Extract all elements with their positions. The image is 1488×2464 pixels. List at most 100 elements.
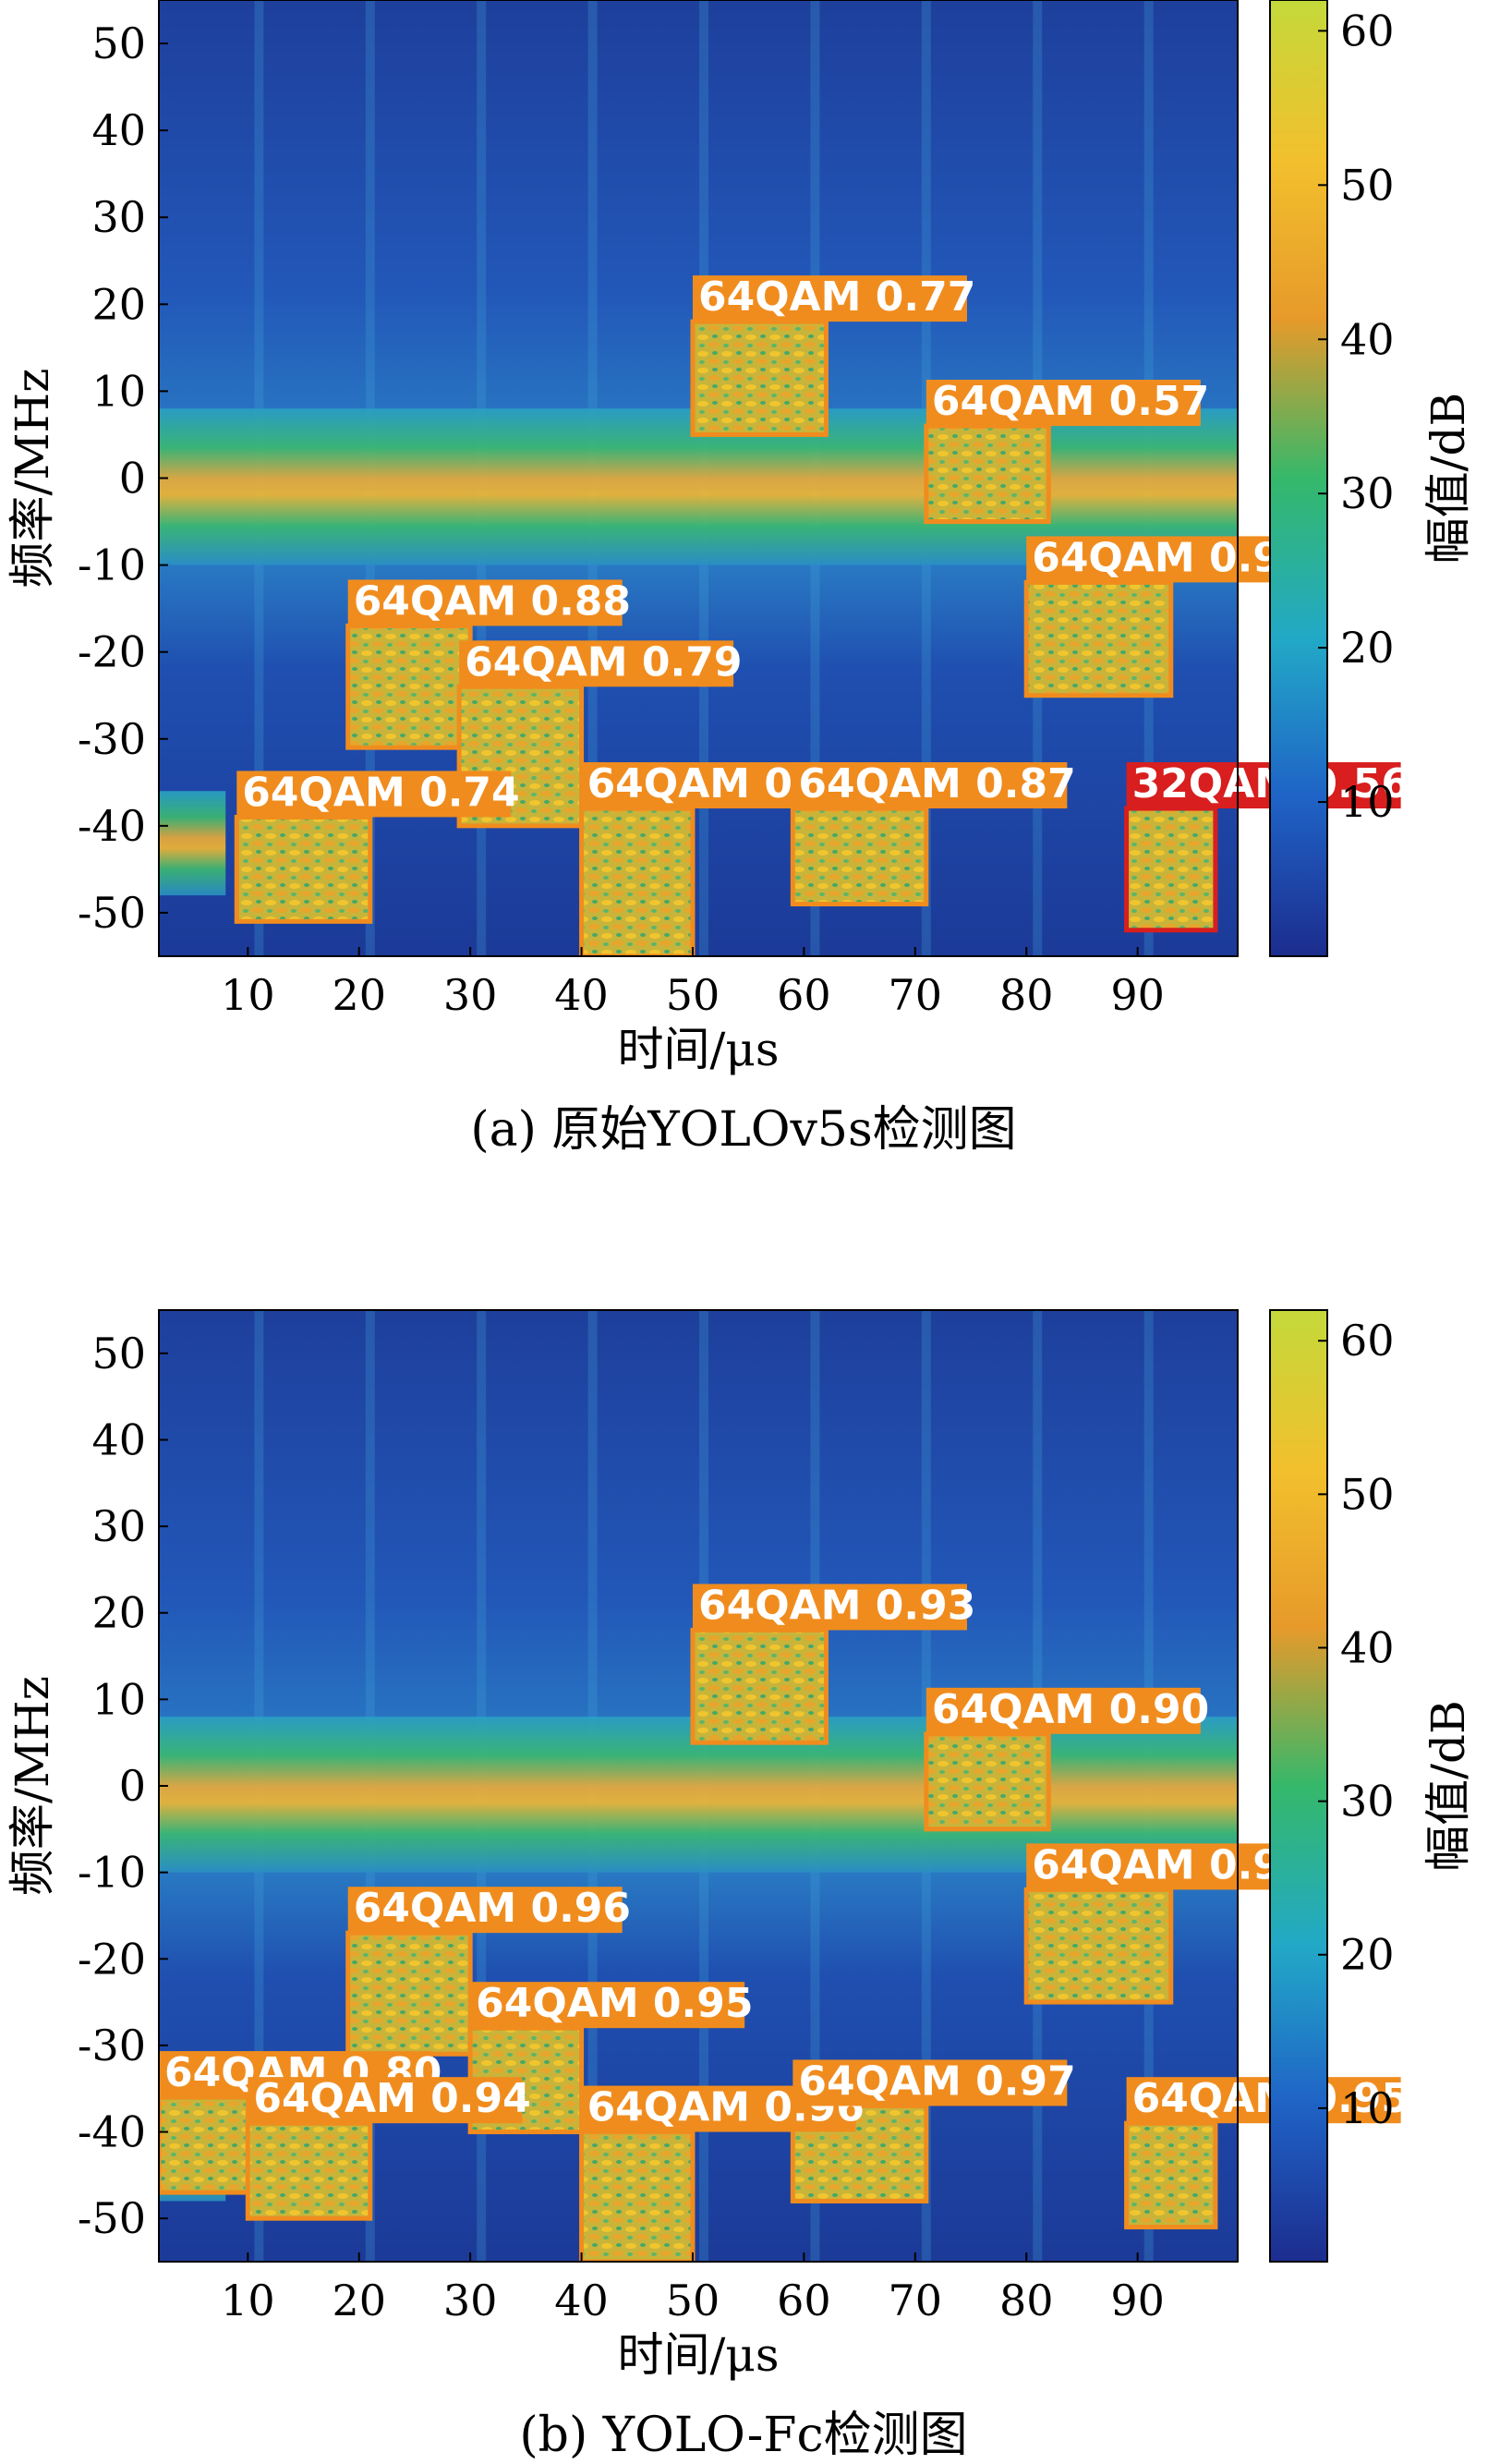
y-tick-label: 20 bbox=[91, 279, 146, 329]
colorbar-tick-label: 20 bbox=[1340, 623, 1395, 673]
detection-label: 64QAM 0.57 bbox=[932, 378, 1209, 425]
detected-signal bbox=[692, 322, 827, 435]
panel-b: 64QAM 0.93 64QAM 0.90 64QAM 0.96 64QAM 0.96… bbox=[6, 1309, 1475, 2463]
y-tick-label: -20 bbox=[78, 627, 146, 677]
detection-label: 64QAM 0.88 bbox=[354, 577, 631, 625]
detected-signal bbox=[925, 426, 1049, 522]
x-tick-label: 40 bbox=[554, 970, 609, 1020]
detection-label: 64QAM 0.90 bbox=[1032, 534, 1309, 581]
y-tick-label: 30 bbox=[91, 192, 146, 242]
detection-label-bg bbox=[459, 640, 734, 687]
detection-label-bg bbox=[1126, 2077, 1401, 2124]
panel-caption: (a) 原始YOLOv5s检测图 bbox=[470, 1102, 1016, 1158]
colorbar-tick-label: 10 bbox=[1340, 777, 1395, 827]
x-tick-label: 50 bbox=[666, 2276, 720, 2325]
x-tick-label: 90 bbox=[1110, 2276, 1165, 2325]
y-tick-label: 40 bbox=[91, 1414, 146, 1464]
x-axis-label: 时间/μs bbox=[618, 2328, 780, 2382]
detection-label-bg bbox=[470, 1982, 745, 2029]
y-tick-label: 40 bbox=[91, 105, 146, 155]
detected-signal bbox=[347, 625, 471, 748]
colorbar-tick-label: 40 bbox=[1340, 1622, 1395, 1672]
detection-box bbox=[690, 1627, 829, 1745]
detected-signal bbox=[1126, 808, 1216, 930]
detection-label-bg bbox=[792, 2059, 1068, 2106]
x-tick-label: 10 bbox=[221, 2276, 275, 2325]
colorbar bbox=[1269, 1309, 1328, 2263]
x-tick-label: 20 bbox=[332, 2276, 386, 2325]
y-tick-label: -30 bbox=[78, 2021, 146, 2070]
colorbar-tick-label: 30 bbox=[1340, 468, 1395, 518]
colorbar-tick-label: 50 bbox=[1340, 160, 1395, 210]
y-tick-label: -10 bbox=[78, 1848, 146, 1898]
colorbar bbox=[1269, 0, 1328, 957]
y-tick-label: 0 bbox=[119, 1761, 146, 1811]
detected-signal bbox=[1026, 1889, 1171, 2003]
detection-box bbox=[790, 2103, 929, 2203]
colorbar-tick-label: 60 bbox=[1340, 6, 1395, 55]
y-tick-label: -20 bbox=[78, 1934, 146, 1984]
detection-label: 64QAM 0.94 bbox=[253, 2075, 530, 2122]
y-tick-label: -10 bbox=[78, 540, 146, 590]
detection-label: 64QAM 0.79 bbox=[465, 638, 742, 686]
y-tick-label: 10 bbox=[91, 1674, 146, 1724]
y-tick-label: 30 bbox=[91, 1501, 146, 1551]
detection-label: 64QAM 0.96 bbox=[1032, 1841, 1309, 1888]
detected-signal bbox=[1026, 582, 1171, 696]
detected-signal bbox=[1126, 2123, 1216, 2227]
detected-signal bbox=[925, 1733, 1049, 1829]
detection-label: 64QAM 0.96 bbox=[354, 1885, 631, 1932]
detection-box bbox=[1124, 2120, 1218, 2230]
detection-labels: 64QAM 0.93 64QAM 0.90 64QAM 0.96 64QAM 0.96… bbox=[159, 1582, 1409, 2132]
detection-label: 64QAM 0.87 bbox=[798, 760, 1075, 807]
detected-signal bbox=[581, 2131, 693, 2262]
detection-label-bg bbox=[1026, 536, 1301, 583]
x-tick-label: 40 bbox=[554, 2276, 609, 2325]
x-tick-label: 60 bbox=[777, 970, 831, 1020]
signal-band bbox=[159, 791, 226, 896]
y-tick-label: -30 bbox=[78, 714, 146, 764]
x-tick-label: 20 bbox=[332, 970, 386, 1020]
colorbar-label: 幅值/dB bbox=[1421, 1700, 1475, 1872]
y-axis-label: 频率/MHz bbox=[6, 369, 59, 589]
colorbar-label: 幅值/dB bbox=[1421, 393, 1475, 564]
y-tick-label: 10 bbox=[91, 366, 146, 416]
x-tick-label: 90 bbox=[1110, 970, 1165, 1020]
x-tick-label: 70 bbox=[889, 2276, 943, 2325]
detection-label-bg bbox=[925, 380, 1201, 427]
x-tick-label: 70 bbox=[889, 970, 943, 1020]
detection-label: 64QAM 0.77 bbox=[698, 273, 975, 321]
y-tick-label: -50 bbox=[78, 2193, 146, 2243]
colorbar-tick-label: 30 bbox=[1340, 1777, 1395, 1827]
detection-label-bg bbox=[692, 275, 967, 322]
detection-label: 64QAM 0.95 bbox=[476, 1980, 753, 2027]
detection-label-bg bbox=[1026, 1843, 1301, 1890]
detected-signal bbox=[236, 817, 370, 922]
y-axis-label: 频率/MHz bbox=[6, 1676, 59, 1896]
detection-label: 64QAM 0.93 bbox=[698, 1582, 975, 1629]
x-tick-label: 80 bbox=[999, 970, 1054, 1020]
detection-label-bg bbox=[248, 2077, 523, 2124]
colorbar-tick-label: 60 bbox=[1340, 1316, 1395, 1366]
x-tick-label: 10 bbox=[221, 970, 275, 1020]
detection-label: 64QAM 0.74 bbox=[242, 769, 519, 816]
colorbar-tick-label: 20 bbox=[1340, 1930, 1395, 1980]
y-tick-label: -50 bbox=[78, 888, 146, 938]
panel-a: 64QAM 0.77 64QAM 0.57 64QAM 0.90 64QAM 0.88… bbox=[6, 0, 1475, 1158]
detected-signal bbox=[692, 1630, 827, 1743]
y-tick-label: 0 bbox=[119, 454, 146, 504]
detection-label-bg bbox=[347, 1887, 623, 1934]
detection-label: 64QAM 0.97 bbox=[798, 2057, 1075, 2105]
y-tick-label: 50 bbox=[91, 18, 146, 68]
detection-box bbox=[245, 2120, 373, 2221]
detection-label-bg bbox=[925, 1687, 1201, 1734]
detected-signal bbox=[159, 2097, 248, 2193]
x-tick-label: 50 bbox=[666, 970, 720, 1020]
y-tick-label: -40 bbox=[78, 801, 146, 851]
colorbar-tick-label: 10 bbox=[1340, 2083, 1395, 2133]
panel-caption: (b) YOLO-Fc检测图 bbox=[519, 2408, 967, 2463]
x-axis-label: 时间/μs bbox=[618, 1023, 780, 1076]
detected-signal bbox=[581, 808, 693, 956]
y-tick-label: 20 bbox=[91, 1588, 146, 1638]
